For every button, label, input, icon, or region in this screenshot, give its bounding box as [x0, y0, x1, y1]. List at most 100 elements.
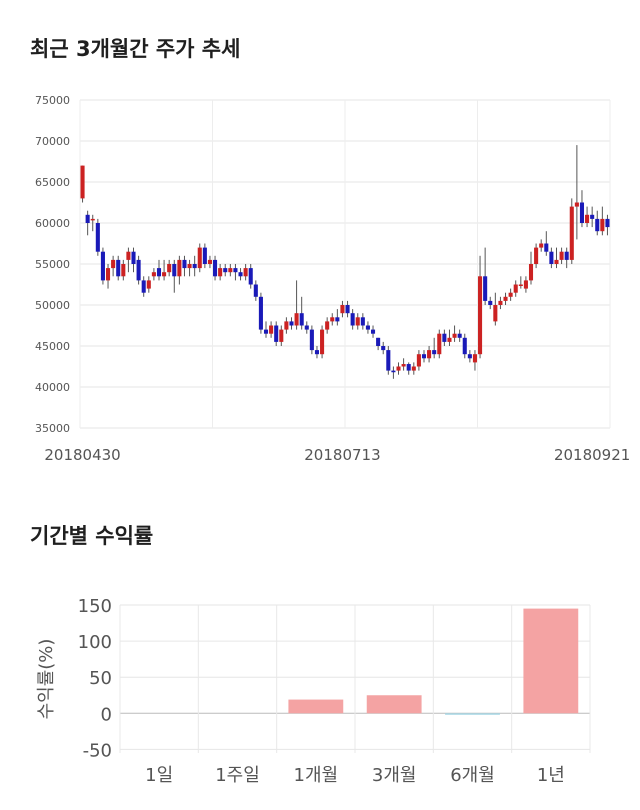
candle-body	[579, 202, 585, 223]
candle-body	[421, 354, 427, 359]
y-tick-label: 0	[101, 704, 112, 725]
candle-body	[513, 284, 518, 293]
return-bar	[445, 713, 500, 715]
y-tick-label: 55000	[35, 258, 70, 271]
candle-body	[258, 296, 263, 330]
candle-body	[483, 276, 488, 301]
candle-body	[452, 333, 457, 338]
candle-body	[269, 325, 274, 334]
candle-body	[95, 223, 100, 252]
return-bar	[523, 608, 579, 714]
candle-body	[279, 329, 284, 342]
candle-body	[299, 313, 304, 326]
candle-body	[595, 218, 600, 232]
candle-body	[600, 218, 605, 232]
candle-body	[549, 251, 554, 264]
candlestick-chart: 75000 70000 65000 60000 55000 50000 45000 40000…	[35, 94, 630, 464]
candle-chart-title: 최근 3개월간 주가 추세	[30, 37, 241, 61]
candle-body	[197, 247, 202, 269]
candle-body	[569, 206, 574, 260]
y-tick-label: 50	[89, 668, 112, 689]
candle-body	[539, 243, 544, 248]
candle-body	[472, 354, 477, 363]
bar-chart-title: 기간별 수익률	[30, 524, 154, 548]
candle-body	[80, 165, 85, 199]
x-tick-label: 20180713	[304, 446, 380, 464]
candle-body	[590, 214, 595, 219]
candle-body	[325, 321, 330, 330]
candle-body	[508, 292, 513, 297]
y-tick-label: 40000	[35, 381, 70, 394]
candle-body	[187, 264, 192, 269]
candle-body	[544, 243, 549, 252]
candle-body	[523, 280, 528, 289]
candle-body	[314, 350, 320, 355]
x-category-label: 1개월	[294, 765, 339, 786]
candle-body	[478, 276, 483, 355]
x-category-label: 6개월	[450, 765, 495, 786]
candle-body	[416, 354, 421, 367]
candle-body	[518, 284, 523, 286]
y-tick-label: 150	[78, 596, 112, 617]
candle-body	[156, 268, 162, 277]
candle-body	[427, 350, 432, 359]
returns-bar-chart: 150 100 50 0 -50 1일 1주일 1개월 3개월 6개월 1년 수익률(%)	[36, 596, 591, 786]
candle-body	[228, 268, 233, 273]
return-bar	[288, 699, 344, 714]
candle-body	[406, 364, 411, 371]
candle-body	[136, 259, 141, 281]
candle-body	[457, 333, 462, 338]
candle-body	[564, 251, 569, 260]
candle-body	[284, 321, 289, 330]
candle-body	[309, 329, 314, 351]
candle-body	[432, 350, 437, 355]
candle-body	[370, 329, 376, 334]
candle-body	[218, 268, 223, 277]
candle-body	[192, 264, 197, 269]
candle-body	[340, 305, 345, 314]
y-tick-label: 50000	[35, 299, 70, 312]
candle-body	[162, 272, 167, 277]
candle-body	[172, 264, 177, 277]
candle-body	[320, 329, 325, 355]
y-axis-label: 수익률(%)	[36, 639, 57, 720]
candle-body	[274, 325, 279, 342]
candle-body	[100, 251, 105, 281]
candle-body	[85, 214, 90, 223]
candle-body	[116, 259, 121, 277]
candle-body	[253, 284, 258, 297]
y-tick-label: 60000	[35, 217, 70, 230]
candle-body	[121, 264, 126, 277]
candle-body	[350, 313, 355, 326]
x-category-label: 3개월	[372, 765, 417, 786]
candle-body	[355, 317, 360, 326]
candle-body	[304, 325, 309, 330]
candle-body	[207, 259, 212, 264]
candle-body	[233, 268, 238, 273]
candle-body	[263, 329, 269, 334]
candle-body	[223, 268, 228, 273]
candle-body	[559, 251, 564, 260]
candle-body	[381, 346, 386, 351]
candle-body	[386, 350, 391, 371]
candle-body	[411, 366, 416, 371]
candle-body	[111, 259, 116, 269]
candle-body	[376, 337, 381, 346]
y-tick-label: 35000	[35, 422, 70, 435]
candle-body	[213, 259, 218, 277]
candle-body	[294, 313, 299, 326]
candle-body	[493, 305, 498, 322]
candle-body	[467, 354, 472, 359]
candle-body	[146, 280, 151, 289]
candle-body	[498, 300, 503, 305]
candle-body	[488, 300, 493, 305]
y-tick-label: 70000	[35, 135, 70, 148]
y-tick-label: 75000	[35, 94, 70, 107]
y-tick-label: 45000	[35, 340, 70, 353]
y-tick-label: 100	[78, 632, 112, 653]
candle-body	[141, 280, 146, 293]
candle-body	[90, 218, 95, 221]
candle-body	[182, 259, 187, 269]
candle-body	[243, 268, 248, 277]
candle-body	[177, 259, 182, 277]
